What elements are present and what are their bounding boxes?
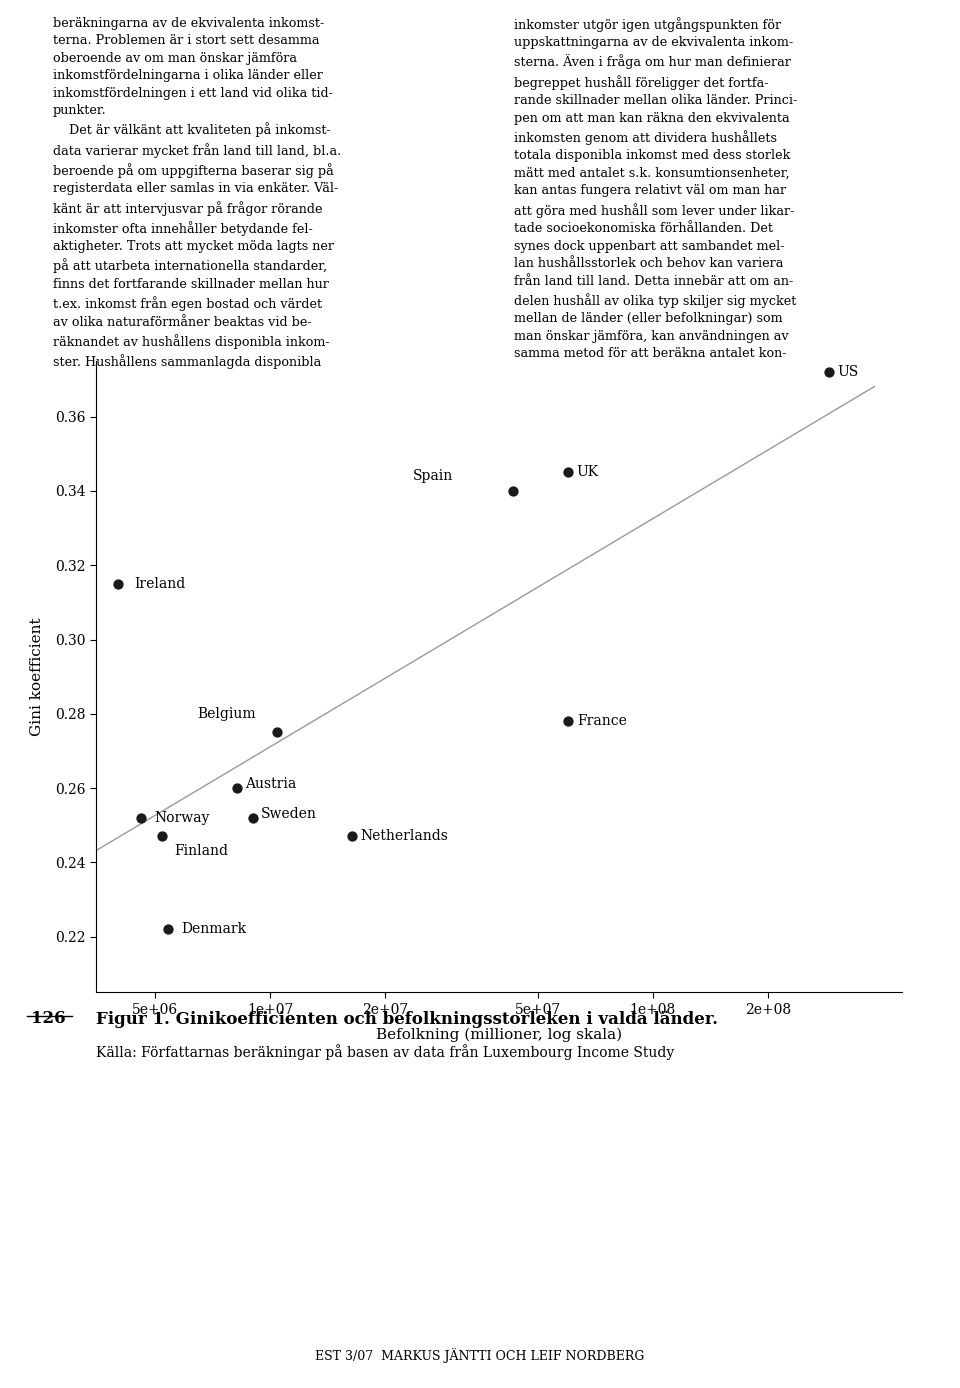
- Point: [229, 777, 245, 799]
- Text: Finland: Finland: [175, 844, 228, 858]
- Text: beräkningarna av de ekvivalenta inkomst-
terna. Problemen är i stort sett desamm: beräkningarna av de ekvivalenta inkomst-…: [53, 17, 341, 369]
- Text: France: France: [578, 715, 628, 729]
- Text: Källa: Författarnas beräkningar på basen av data från Luxembourg Income Study: Källa: Författarnas beräkningar på basen…: [96, 1044, 674, 1059]
- Point: [560, 461, 575, 483]
- Text: Denmark: Denmark: [180, 922, 246, 937]
- Point: [133, 806, 149, 829]
- Text: inkomster utgör igen utgångspunkten för
uppskattningarna av de ekvivalenta inkom: inkomster utgör igen utgångspunkten för …: [514, 17, 797, 361]
- Text: EST 3/07  MARKUS JÄNTTI OCH LEIF NORDBERG: EST 3/07 MARKUS JÄNTTI OCH LEIF NORDBERG: [315, 1348, 645, 1363]
- Text: Austria: Austria: [246, 777, 297, 791]
- Point: [245, 806, 260, 829]
- Text: Spain: Spain: [413, 469, 453, 483]
- Text: Belgium: Belgium: [198, 708, 256, 722]
- Text: US: US: [837, 365, 859, 379]
- Point: [110, 573, 126, 595]
- Text: Netherlands: Netherlands: [361, 830, 448, 844]
- Point: [269, 722, 284, 744]
- Text: Figur 1. Ginikoefficienten och befolkningsstorleken i valda länder.: Figur 1. Ginikoefficienten och befolknin…: [96, 1010, 718, 1027]
- Point: [822, 361, 837, 383]
- Text: Norway: Norway: [155, 811, 209, 824]
- Point: [560, 711, 575, 733]
- Text: 126: 126: [31, 1010, 65, 1027]
- Y-axis label: Gini koefficient: Gini koefficient: [30, 618, 44, 736]
- Text: Sweden: Sweden: [261, 806, 317, 822]
- Point: [160, 919, 176, 941]
- Text: Ireland: Ireland: [134, 577, 185, 591]
- Point: [154, 826, 169, 848]
- Point: [345, 826, 360, 848]
- X-axis label: Befolkning (millioner, log skala): Befolkning (millioner, log skala): [376, 1029, 622, 1042]
- Text: UK: UK: [576, 465, 598, 479]
- Point: [505, 480, 520, 502]
